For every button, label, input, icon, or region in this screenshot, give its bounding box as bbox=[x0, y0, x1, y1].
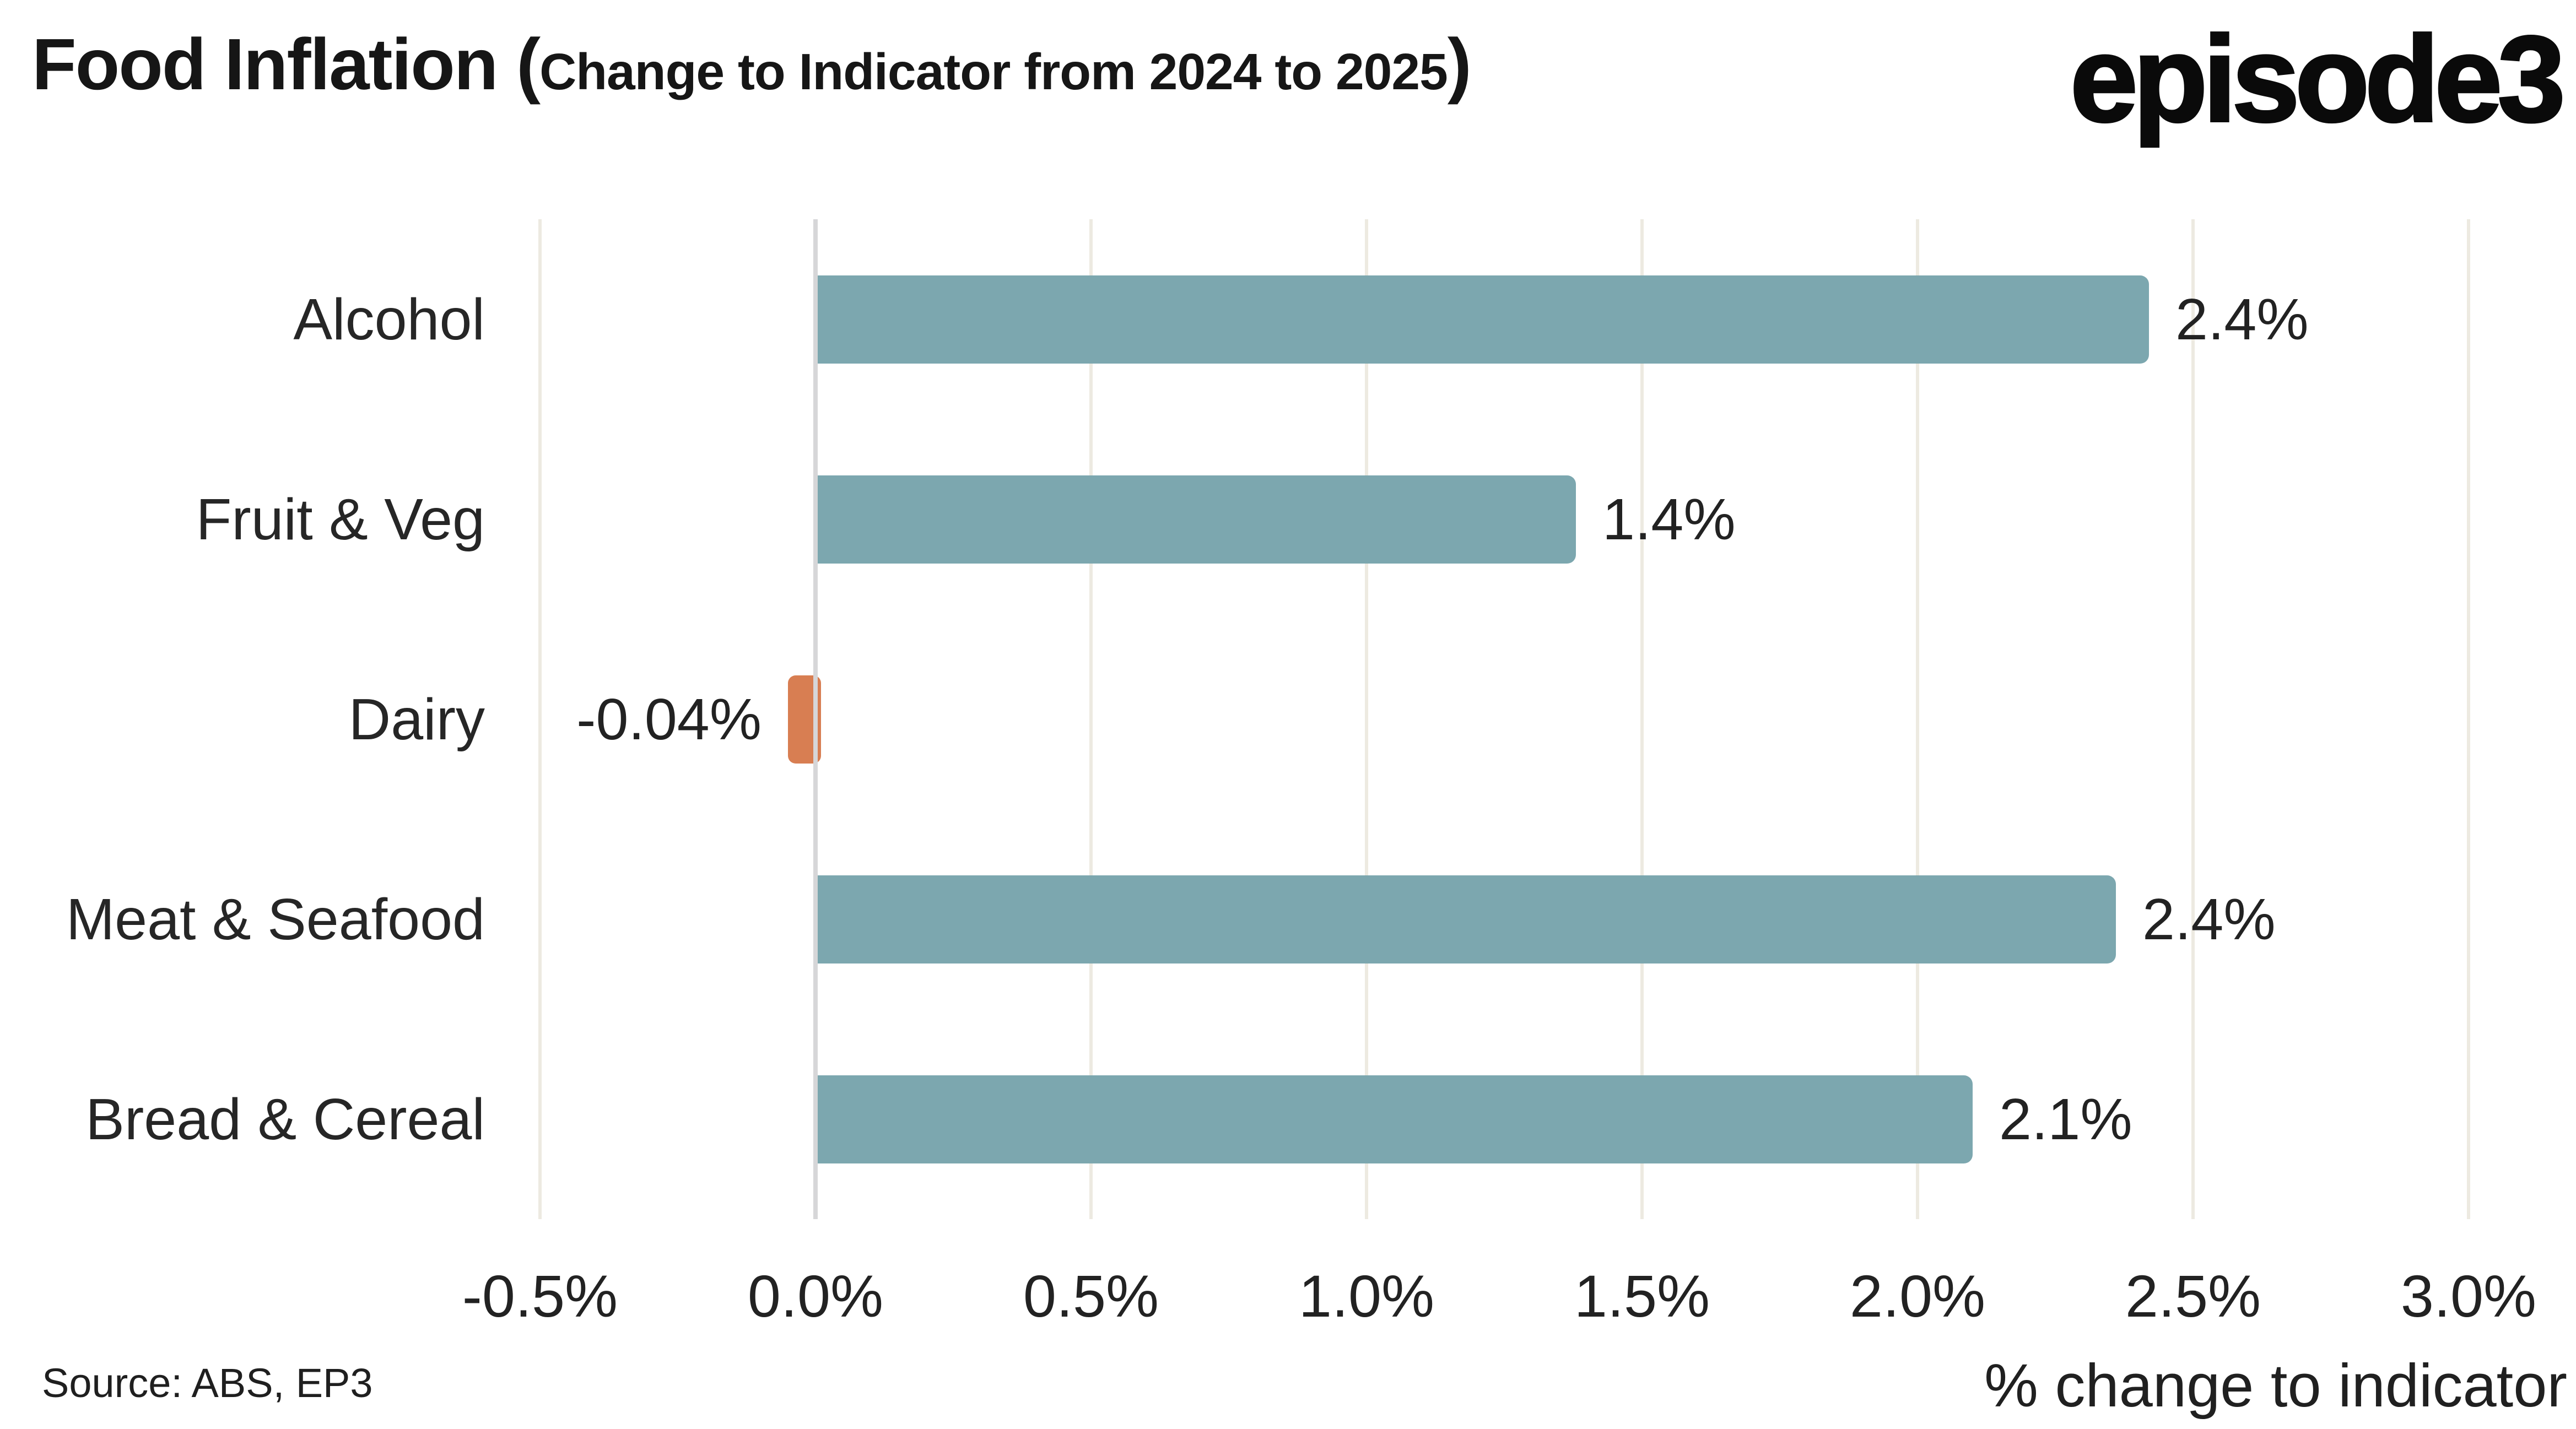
x-gridline bbox=[538, 219, 542, 1219]
value-label: 1.4% bbox=[1602, 486, 1736, 552]
value-label: 2.4% bbox=[2175, 286, 2309, 352]
page-title: Food Inflation (Change to Indicator from… bbox=[32, 19, 1472, 110]
x-gridline bbox=[1089, 219, 1093, 1219]
chart-title-main: Food Inflation ( bbox=[32, 24, 541, 105]
category-label: Fruit & Veg bbox=[196, 486, 485, 552]
x-axis-title: % change to indicator bbox=[1984, 1352, 2567, 1420]
bar-bread-cereal bbox=[816, 1075, 1973, 1163]
x-tick-label: 0.0% bbox=[747, 1263, 884, 1329]
x-tick-label: 1.0% bbox=[1298, 1263, 1435, 1329]
x-gridline bbox=[2191, 219, 2195, 1219]
x-gridline bbox=[1365, 219, 1368, 1219]
value-label: 2.1% bbox=[1999, 1086, 2132, 1152]
chart-title-close-paren: ) bbox=[1447, 24, 1472, 105]
x-gridline bbox=[1640, 219, 1644, 1219]
x-tick-label: 2.5% bbox=[2125, 1263, 2261, 1329]
zero-axis-line bbox=[813, 219, 818, 1219]
value-label: -0.04% bbox=[576, 686, 762, 752]
category-label: Alcohol bbox=[293, 286, 485, 352]
category-label: Bread & Cereal bbox=[85, 1086, 485, 1152]
bar-fruit-veg bbox=[816, 475, 1576, 564]
episode3-logo: episode3 bbox=[2069, 11, 2567, 148]
x-tick-label: 3.0% bbox=[2400, 1263, 2537, 1329]
x-tick-label: 1.5% bbox=[1574, 1263, 1710, 1329]
category-label: Dairy bbox=[348, 686, 485, 752]
bar-meat-seafood bbox=[816, 875, 2116, 964]
category-label: Meat & Seafood bbox=[66, 886, 485, 952]
value-label: 2.4% bbox=[2142, 886, 2276, 952]
source-note: Source: ABS, EP3 bbox=[42, 1360, 373, 1406]
x-tick-label: -0.5% bbox=[462, 1263, 618, 1329]
x-gridline bbox=[1916, 219, 1919, 1219]
bar-alcohol bbox=[816, 275, 2149, 364]
x-tick-label: 0.5% bbox=[1023, 1263, 1159, 1329]
chart-title-subtitle: Change to Indicator from 2024 to 2025 bbox=[539, 43, 1448, 100]
x-gridline bbox=[2467, 219, 2470, 1219]
x-tick-label: 2.0% bbox=[1849, 1263, 1986, 1329]
